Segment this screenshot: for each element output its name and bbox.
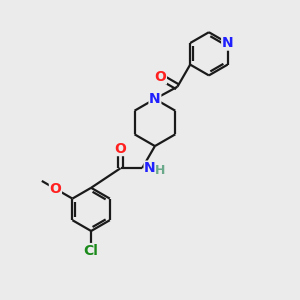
Text: O: O <box>154 70 166 84</box>
Text: Cl: Cl <box>84 244 98 258</box>
Text: N: N <box>222 36 233 50</box>
Text: N: N <box>149 92 161 106</box>
Text: N: N <box>144 161 156 175</box>
Text: O: O <box>50 182 61 196</box>
Text: O: O <box>115 142 127 155</box>
Text: H: H <box>154 164 165 177</box>
